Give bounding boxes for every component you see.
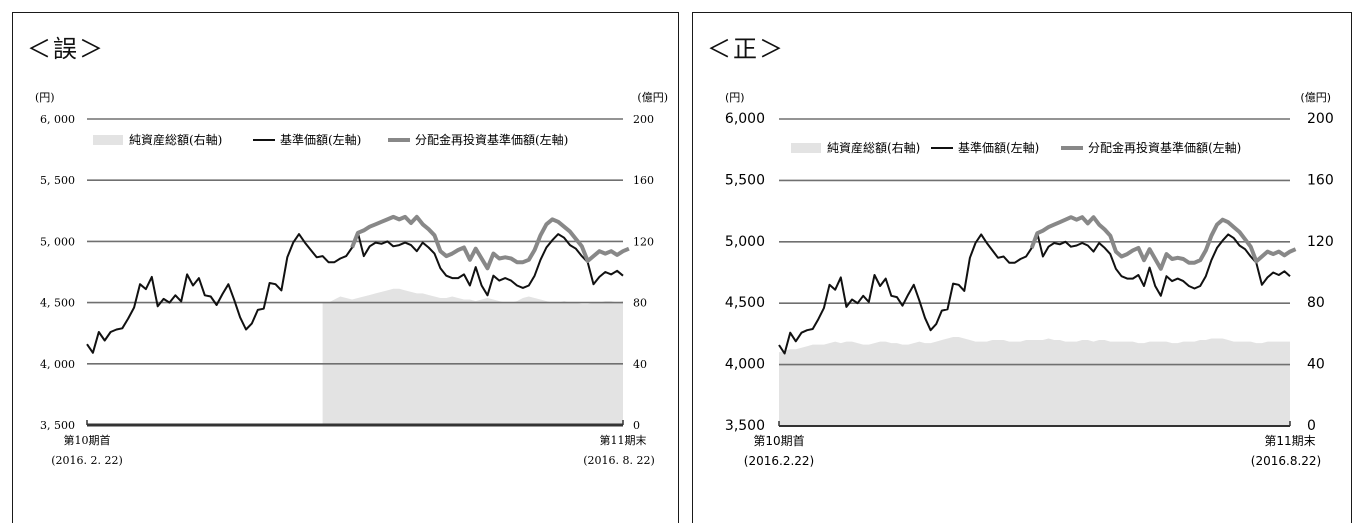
left-tick-label: 6, 000: [40, 113, 75, 126]
reinvested-price-line: [350, 214, 630, 271]
right-tick-label: 0: [1307, 418, 1316, 434]
left-tick-label: 4,000: [725, 357, 765, 373]
legend-label: 分配金再投資基準価額(左軸): [1088, 140, 1241, 155]
legend-label: 純資産総額(右軸): [827, 140, 920, 155]
right-axis-unit: (億円): [1300, 91, 1331, 104]
left-tick-label: 3, 500: [40, 419, 75, 432]
right-tick-label: 160: [633, 174, 654, 187]
chart-incorrect: (円) (億円) 3, 500 0 4, 000 40 4, 500 80 5, 000 120 5…: [35, 91, 668, 467]
x-start-label: 第10期首: [753, 434, 804, 448]
right-tick-label: 0: [633, 419, 640, 432]
left-axis-unit: (円): [725, 91, 745, 104]
left-tick-label: 4, 500: [40, 297, 75, 310]
left-tick-label: 5, 500: [40, 174, 75, 187]
legend-swatch-net-assets: [791, 143, 821, 153]
chart-panel-incorrect: ＜誤＞ (円) (億円) 3, 500 0 4, 000 40 4, 500 80 5, 000…: [12, 12, 679, 523]
chart-panel-correct: ＜正＞ (円) (億円) 3,500 0 4,000 40 4,500 80 5,000 120 5…: [692, 12, 1352, 523]
legend-label: 純資産総額(右軸): [129, 132, 222, 147]
right-tick-label: 80: [1307, 295, 1325, 311]
base-price-line: [778, 232, 1291, 355]
right-tick-label: 80: [633, 297, 647, 310]
right-tick-label: 160: [1307, 172, 1334, 188]
x-end-date: (2016. 8. 22): [583, 454, 655, 467]
x-start-date: (2016.2.22): [744, 454, 814, 468]
right-tick-label: 120: [633, 235, 654, 248]
left-tick-label: 5, 000: [40, 235, 75, 248]
legend-label: 基準価額(左軸): [958, 140, 1039, 155]
legend-label: 分配金再投資基準価額(左軸): [415, 132, 568, 147]
panel-heading: ＜正＞: [707, 35, 785, 63]
right-tick-label: 200: [1307, 111, 1334, 127]
left-tick-label: 6,000: [725, 111, 765, 127]
left-tick-label: 4, 000: [40, 358, 75, 371]
right-axis-unit: (億円): [637, 91, 668, 104]
net-assets-area: [779, 337, 1290, 426]
x-end-label: 第11期末: [1264, 434, 1315, 448]
x-start-date: (2016. 2. 22): [51, 454, 123, 467]
right-tick-label: 40: [1307, 357, 1325, 373]
left-tick-label: 5,000: [725, 234, 765, 250]
left-tick-label: 4,500: [725, 295, 765, 311]
right-tick-label: 120: [1307, 234, 1334, 250]
right-tick-label: 200: [633, 113, 654, 126]
x-start-label: 第10期首: [64, 433, 111, 447]
legend-swatch-net-assets: [93, 135, 123, 145]
left-tick-label: 3,500: [725, 418, 765, 434]
reinvested-price-line: [1029, 215, 1297, 271]
left-tick-label: 5,500: [725, 172, 765, 188]
panel-heading: ＜誤＞: [27, 35, 105, 63]
x-end-date: (2016.8.22): [1251, 454, 1321, 468]
net-assets-area: [322, 288, 623, 425]
left-axis-unit: (円): [35, 91, 55, 104]
x-end-label: 第11期末: [600, 433, 647, 447]
chart-correct: (円) (億円) 3,500 0 4,000 40 4,500 80 5,000 120 5,500…: [725, 91, 1334, 468]
right-tick-label: 40: [633, 358, 647, 371]
legend-label: 基準価額(左軸): [280, 132, 361, 147]
